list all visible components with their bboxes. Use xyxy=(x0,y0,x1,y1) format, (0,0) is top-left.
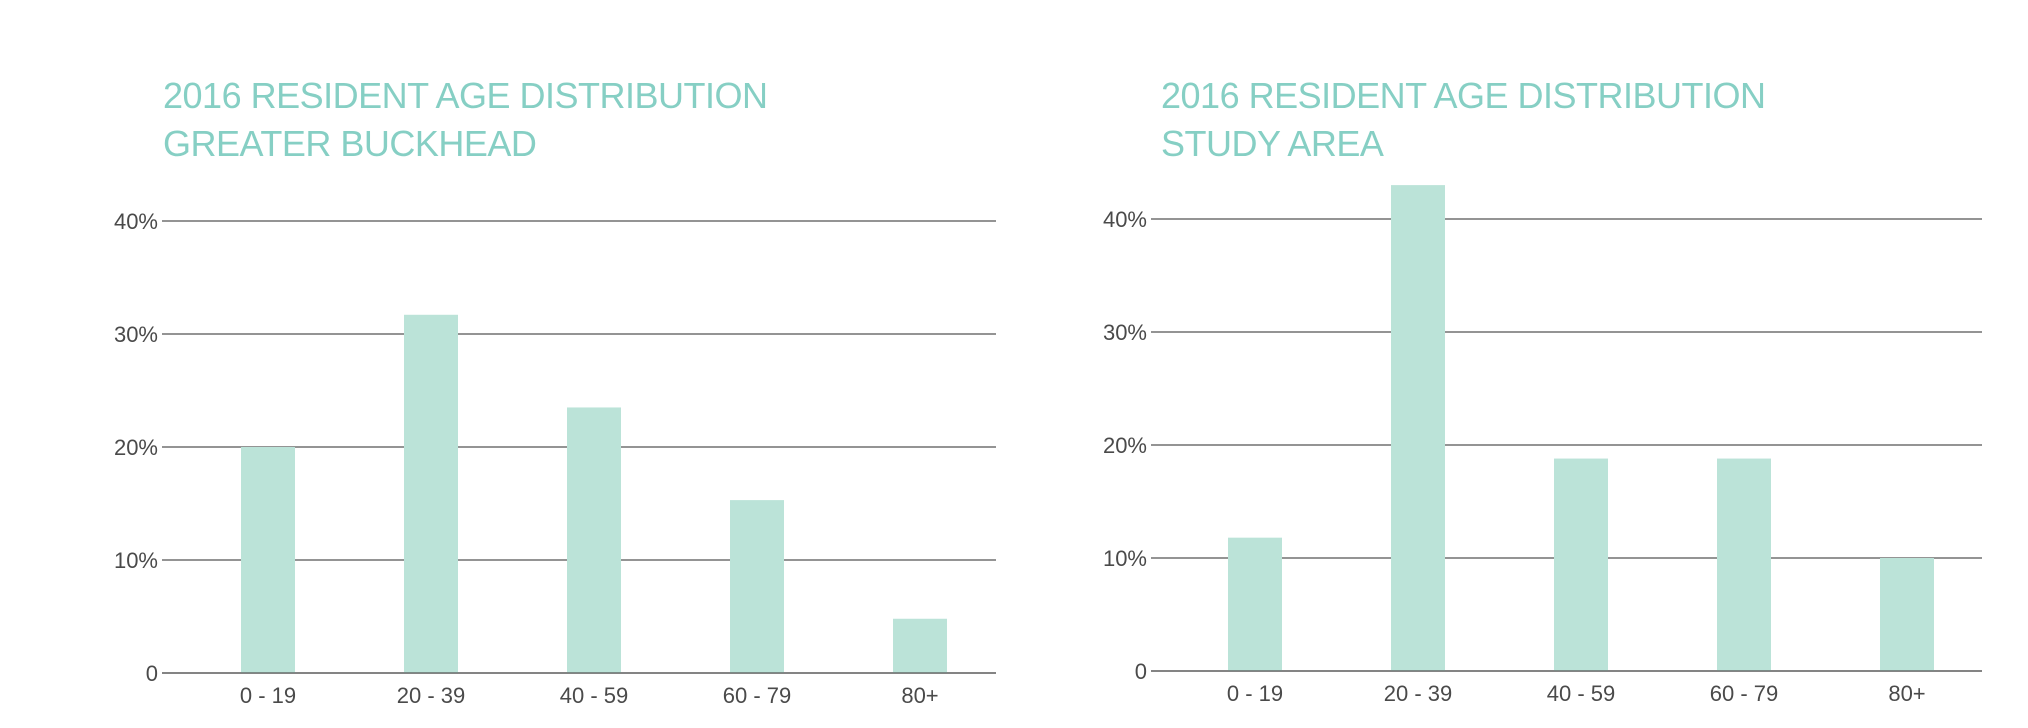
bar xyxy=(404,314,458,673)
bar xyxy=(1228,537,1282,671)
y-tick-label: 20% xyxy=(114,435,158,460)
bar xyxy=(1391,185,1445,671)
bar xyxy=(730,500,784,673)
bar xyxy=(1880,558,1934,671)
x-tick-label: 40 - 59 xyxy=(1547,681,1616,706)
chart-panel-study-area: 2016 RESIDENT AGE DISTRIBUTION STUDY ARE… xyxy=(1014,0,2028,728)
y-tick-label: 10% xyxy=(1103,546,1147,571)
chart-title-line-2: GREATER BUCKHEAD xyxy=(163,123,537,164)
x-tick-label: 0 - 19 xyxy=(1227,681,1283,706)
x-tick-label: 60 - 79 xyxy=(1710,681,1779,706)
x-tick-label: 80+ xyxy=(901,683,938,708)
y-tick-label: 40% xyxy=(114,209,158,234)
bar xyxy=(893,618,947,673)
x-tick-label: 0 - 19 xyxy=(240,683,296,708)
x-tick-label: 60 - 79 xyxy=(723,683,792,708)
x-tick-label: 80+ xyxy=(1888,681,1925,706)
chart-title: 2016 RESIDENT AGE DISTRIBUTION GREATER B… xyxy=(163,72,768,168)
y-tick-label: 30% xyxy=(114,322,158,347)
x-tick-label: 20 - 39 xyxy=(1384,681,1453,706)
bar xyxy=(1717,458,1771,671)
chart-title-line-1: 2016 RESIDENT AGE DISTRIBUTION xyxy=(1161,75,1766,116)
x-tick-label: 40 - 59 xyxy=(560,683,629,708)
bar-chart-study-area: 0 10% 20% 30% 40% 0 - 19 20 - 39 40 - 59 60 - 79… xyxy=(1103,185,1982,706)
bar xyxy=(241,447,295,673)
bar-chart-greater-buckhead: 0 10% 20% 30% 40% 0 - 19 20 - 39 40 - 59 60 - 79… xyxy=(114,209,996,708)
bar xyxy=(567,407,621,673)
y-tick-label: 40% xyxy=(1103,207,1147,232)
bar xyxy=(1554,458,1608,671)
y-tick-label: 20% xyxy=(1103,433,1147,458)
chart-title: 2016 RESIDENT AGE DISTRIBUTION STUDY ARE… xyxy=(1161,72,1766,168)
y-tick-label: 30% xyxy=(1103,320,1147,345)
chart-title-line-1: 2016 RESIDENT AGE DISTRIBUTION xyxy=(163,75,768,116)
chart-title-line-2: STUDY AREA xyxy=(1161,123,1384,164)
y-tick-label: 0 xyxy=(1135,659,1147,684)
x-tick-label: 20 - 39 xyxy=(397,683,466,708)
y-tick-label: 10% xyxy=(114,548,158,573)
chart-panel-greater-buckhead: 2016 RESIDENT AGE DISTRIBUTION GREATER B… xyxy=(114,72,996,708)
y-tick-label: 0 xyxy=(146,661,158,686)
